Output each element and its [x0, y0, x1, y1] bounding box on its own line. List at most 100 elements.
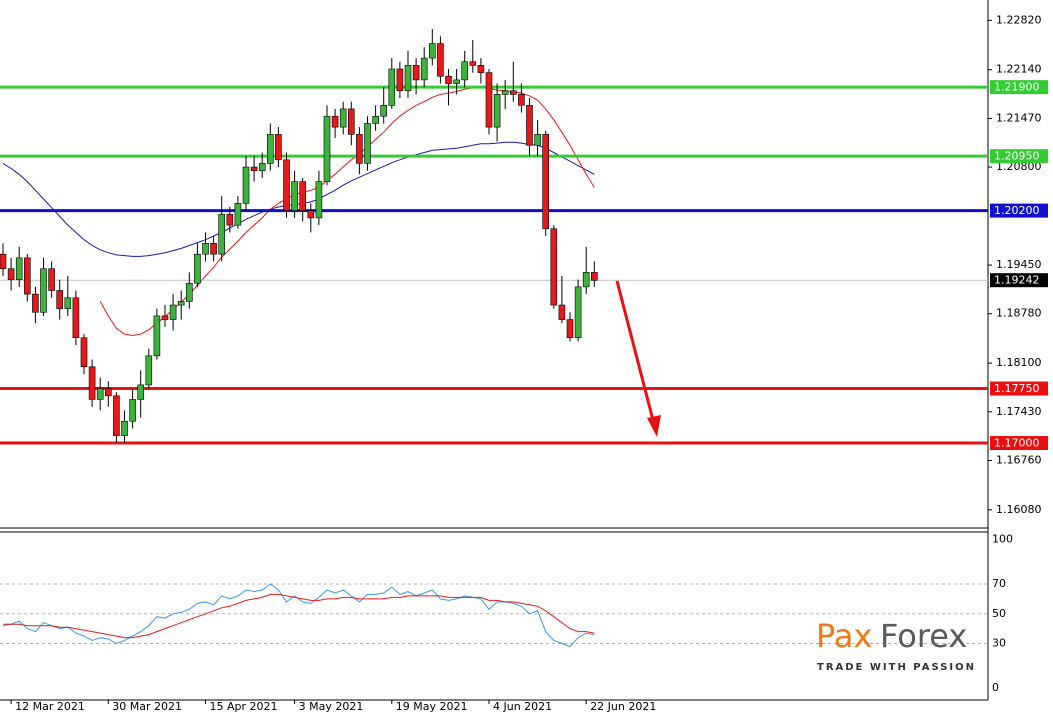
candle-body — [453, 79, 460, 84]
candle-body — [388, 68, 396, 106]
logo-tagline: TRADE WITH PASSION — [817, 662, 976, 673]
candle-body — [202, 243, 209, 255]
candle-body — [420, 57, 428, 81]
candle-body — [582, 272, 590, 288]
level-label: 1.21900 — [994, 81, 1040, 94]
candle-body — [129, 399, 136, 422]
candle-body — [226, 213, 234, 226]
candle-body — [96, 388, 104, 400]
y-tick-label: 70 — [992, 577, 1006, 590]
candle-body — [518, 94, 525, 106]
candle-body — [364, 123, 371, 164]
candle-body — [315, 181, 323, 219]
y-tick-label: 1.20800 — [996, 160, 1042, 173]
forecast-arrow — [615, 280, 661, 437]
candle-body — [56, 290, 64, 309]
line — [2, 583, 595, 648]
candle-body — [380, 105, 388, 117]
y-tick-label: 1.21470 — [996, 111, 1042, 124]
candle-body — [121, 420, 128, 437]
candle-body — [396, 68, 404, 92]
logo-part2: Forex — [880, 617, 967, 655]
candle-body — [339, 108, 347, 128]
candle-body — [372, 115, 379, 124]
level-label-box — [990, 149, 1048, 164]
y-tick-label: 1.16760 — [996, 453, 1042, 466]
y-tick-label: 1.22140 — [996, 63, 1042, 76]
candle-body — [169, 304, 177, 320]
candle-body — [194, 253, 201, 284]
candle-body — [347, 108, 355, 135]
level-label: 1.17750 — [994, 382, 1040, 395]
candle-body — [485, 72, 493, 128]
candle-body — [250, 166, 258, 171]
candle-body — [323, 115, 331, 182]
candle-body — [590, 272, 598, 281]
y-tick-label: 1.22820 — [996, 13, 1042, 26]
level-label-box — [990, 80, 1048, 95]
candle-body — [509, 90, 517, 95]
candle-body — [266, 134, 274, 164]
line — [3, 593, 595, 639]
candle-body — [275, 134, 282, 161]
y-tick-label: 100 — [992, 532, 1013, 545]
candle-body — [218, 213, 225, 255]
y-tick-label: 1.19450 — [996, 258, 1042, 271]
candle-body — [526, 105, 533, 146]
candle-body — [7, 268, 15, 280]
candle-body — [428, 43, 436, 59]
candle-body — [88, 366, 96, 400]
x-tick-label: 12 Mar 2021 — [15, 700, 85, 713]
candle-body — [437, 43, 444, 77]
candle-body — [469, 61, 477, 66]
candle-body — [404, 65, 412, 92]
candle-body — [48, 268, 55, 291]
x-tick-label: 3 May 2021 — [299, 700, 364, 713]
candle-body — [331, 115, 339, 128]
candle-body — [234, 203, 242, 226]
candle-body — [153, 315, 161, 357]
candle-body — [445, 75, 452, 84]
candle-body — [493, 94, 501, 128]
candle-body — [210, 243, 217, 255]
level-label-box — [990, 203, 1048, 218]
level-label-box — [990, 273, 1048, 288]
candle-body — [566, 319, 574, 339]
candle-body — [356, 134, 363, 164]
candle-body — [177, 301, 185, 306]
y-tick-label: 0 — [992, 681, 999, 694]
candle-body — [550, 228, 558, 306]
line — [2, 141, 595, 257]
candle-body — [307, 210, 315, 219]
candle-body — [40, 268, 47, 313]
y-tick-label: 1.18780 — [996, 307, 1042, 320]
candle-body — [534, 134, 541, 146]
level-label: 1.20200 — [994, 204, 1040, 217]
y-tick-label: 30 — [992, 637, 1006, 650]
x-tick-label: 15 Apr 2021 — [210, 700, 278, 713]
x-tick-label: 30 Mar 2021 — [112, 700, 182, 713]
candle-body — [186, 282, 193, 302]
candle-body — [299, 181, 307, 211]
y-tick-label: 1.16080 — [996, 503, 1042, 516]
logo-part1: Pax — [816, 617, 872, 655]
candle-body — [145, 355, 153, 386]
candle-body — [461, 61, 469, 81]
candle-body — [72, 297, 80, 339]
candle-body — [477, 65, 485, 73]
level-label-box — [990, 436, 1048, 451]
candle-body — [558, 304, 566, 320]
level-label: 1.20950 — [994, 150, 1040, 163]
level-label-box — [990, 381, 1048, 396]
y-tick-label: 1.17430 — [996, 405, 1042, 418]
candle-body — [242, 166, 250, 204]
candle-body — [258, 163, 266, 171]
candle-body — [32, 293, 39, 313]
candle-body — [23, 257, 31, 295]
y-tick-label: 50 — [992, 607, 1006, 620]
level-label: 1.19242 — [994, 274, 1040, 287]
y-tick-label: 1.18100 — [996, 356, 1042, 369]
candle-body — [105, 388, 112, 397]
candle-body — [542, 134, 550, 230]
